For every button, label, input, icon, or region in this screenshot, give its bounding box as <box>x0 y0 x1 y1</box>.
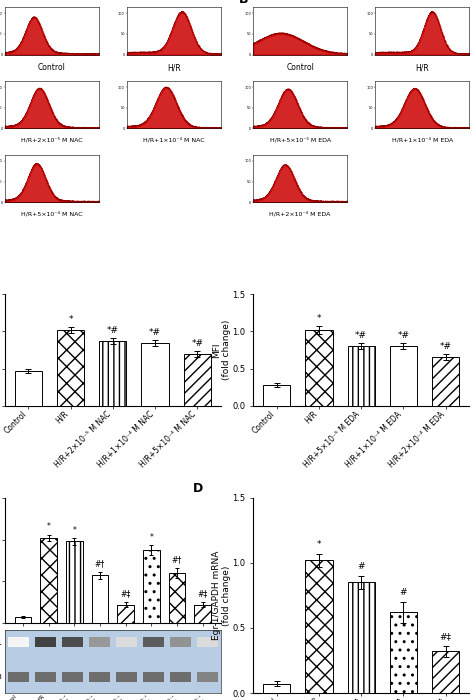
Bar <box>91 575 108 623</box>
Text: *: * <box>317 540 321 549</box>
Text: Control: Control <box>38 63 65 72</box>
Y-axis label: Egr-1/GAPDH mRNA
(fold change): Egr-1/GAPDH mRNA (fold change) <box>212 551 231 640</box>
Text: *: * <box>46 522 51 531</box>
Text: H/R+5×10⁻⁵ M EDA: H/R+5×10⁻⁵ M EDA <box>270 137 331 143</box>
Bar <box>15 617 31 623</box>
Text: #‡: #‡ <box>120 589 131 598</box>
Text: *#: *# <box>440 342 452 351</box>
Bar <box>183 354 211 406</box>
Bar <box>432 652 459 693</box>
Text: #†: #† <box>95 560 105 568</box>
Bar <box>432 358 459 406</box>
Bar <box>117 605 134 623</box>
Bar <box>347 346 375 406</box>
Text: H/R+1×10⁻⁴ M EDA: H/R+1×10⁻⁴ M EDA <box>392 137 453 143</box>
Text: *: * <box>149 533 153 542</box>
Bar <box>169 573 185 623</box>
Text: #: # <box>357 561 365 570</box>
Text: B: B <box>239 0 249 6</box>
Text: #†: #† <box>172 556 182 564</box>
Bar <box>305 560 333 693</box>
Text: *#: *# <box>355 330 367 340</box>
Text: #‡: #‡ <box>440 632 452 641</box>
Text: D: D <box>193 482 203 495</box>
Bar <box>263 385 291 406</box>
Text: *: * <box>68 315 73 324</box>
Text: H/R+2×10⁻⁵ M NAC: H/R+2×10⁻⁵ M NAC <box>21 137 82 143</box>
Text: H/R: H/R <box>415 63 429 72</box>
Bar <box>15 371 42 406</box>
Text: Egr-1: Egr-1 <box>0 638 2 647</box>
Text: *: * <box>73 526 76 535</box>
Bar <box>66 541 82 623</box>
Text: *#: *# <box>191 339 203 348</box>
Bar <box>390 612 417 693</box>
Bar <box>99 341 127 406</box>
Text: β-actin: β-actin <box>0 673 2 682</box>
Y-axis label: MFI
(fold change): MFI (fold change) <box>212 320 231 380</box>
Text: *#: *# <box>398 331 410 340</box>
Bar <box>305 330 333 406</box>
Bar <box>40 538 57 623</box>
Text: #: # <box>400 588 407 596</box>
Text: H/R+5×10⁻⁴ M NAC: H/R+5×10⁻⁴ M NAC <box>21 211 82 216</box>
Bar <box>141 343 169 406</box>
Text: *#: *# <box>149 328 161 337</box>
Bar <box>194 605 211 623</box>
Bar <box>263 684 291 693</box>
Bar <box>57 330 84 406</box>
Text: H/R+1×10⁻⁴ M NAC: H/R+1×10⁻⁴ M NAC <box>143 137 205 143</box>
Text: Control: Control <box>286 63 314 72</box>
Bar <box>347 582 375 693</box>
Text: *#: *# <box>107 326 119 335</box>
Text: #‡: #‡ <box>198 589 208 598</box>
Bar <box>143 550 160 623</box>
Bar <box>390 346 417 406</box>
Text: *: * <box>317 314 321 323</box>
Text: H/R+2×10⁻⁴ M EDA: H/R+2×10⁻⁴ M EDA <box>270 211 331 216</box>
Text: H/R: H/R <box>167 63 181 72</box>
